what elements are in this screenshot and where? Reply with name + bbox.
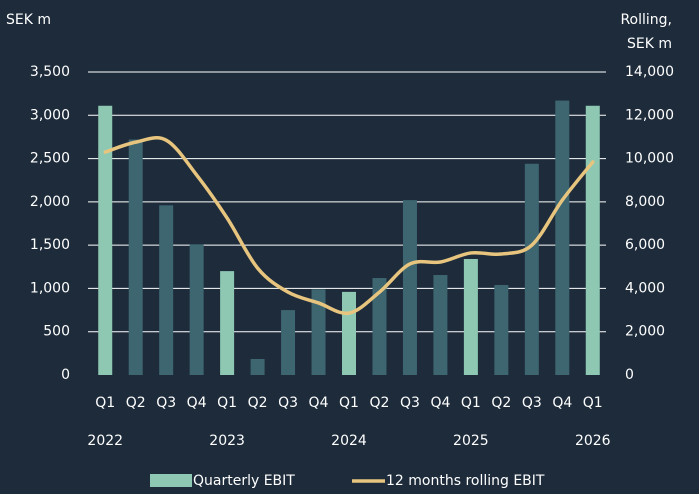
year-label: 2023 bbox=[209, 433, 245, 449]
x-tick-label: Q2 bbox=[491, 395, 511, 411]
legend-label: Quarterly EBIT bbox=[193, 473, 295, 489]
x-tick-label: Q4 bbox=[430, 395, 450, 411]
x-tick-label: Q3 bbox=[400, 395, 420, 411]
x-tick-label: Q1 bbox=[339, 395, 359, 411]
bar bbox=[372, 278, 387, 375]
bar bbox=[402, 200, 417, 375]
y-tick-label: 2,500 bbox=[30, 151, 70, 167]
legend-label: 12 months rolling EBIT bbox=[386, 473, 545, 489]
x-tick-label: Q1 bbox=[95, 395, 115, 411]
bar bbox=[250, 358, 265, 375]
y-tick-label: 3,500 bbox=[30, 64, 70, 80]
x-tick-label: Q4 bbox=[552, 395, 572, 411]
x-tick-label: Q3 bbox=[156, 395, 176, 411]
bar bbox=[494, 284, 509, 375]
x-tick-label: Q1 bbox=[461, 395, 481, 411]
bar bbox=[463, 258, 478, 375]
y2-axis-label: Rolling, bbox=[620, 12, 672, 28]
bar bbox=[585, 105, 600, 376]
x-tick-label: Q2 bbox=[126, 395, 146, 411]
y2-tick-label: 10,000 bbox=[625, 151, 674, 167]
bar bbox=[159, 205, 174, 375]
y-tick-label: 3,000 bbox=[30, 107, 70, 123]
year-label: 2026 bbox=[575, 433, 611, 449]
y2-axis-label: SEK m bbox=[627, 36, 672, 52]
year-label: 2024 bbox=[331, 433, 367, 449]
bar bbox=[281, 310, 296, 375]
bar bbox=[220, 271, 235, 375]
y2-tick-label: 8,000 bbox=[625, 194, 665, 210]
x-tick-label: Q1 bbox=[217, 395, 237, 411]
x-tick-label: Q4 bbox=[187, 395, 207, 411]
x-tick-label: Q2 bbox=[248, 395, 268, 411]
x-tick-label: Q3 bbox=[278, 395, 298, 411]
bar bbox=[433, 275, 448, 375]
line bbox=[103, 136, 595, 316]
bar bbox=[98, 105, 113, 376]
year-label: 2025 bbox=[453, 433, 489, 449]
y2-tick-label: 12,000 bbox=[625, 107, 674, 123]
x-tick-label: Q2 bbox=[370, 395, 390, 411]
x-tick-label: Q4 bbox=[309, 395, 329, 411]
legend-swatch bbox=[150, 474, 192, 487]
y-tick-label: 1,500 bbox=[30, 237, 70, 253]
y-tick-label: 1,000 bbox=[30, 280, 70, 296]
bar bbox=[128, 139, 143, 375]
y-tick-label: 500 bbox=[43, 324, 70, 340]
bar bbox=[555, 100, 570, 375]
y2-tick-label: 14,000 bbox=[625, 64, 674, 80]
y-tick-label: 0 bbox=[61, 367, 70, 383]
year-label: 2022 bbox=[87, 433, 123, 449]
bar bbox=[524, 163, 539, 375]
bar bbox=[189, 244, 204, 375]
x-tick-label: Q1 bbox=[583, 395, 603, 411]
y-axis-label: SEK m bbox=[6, 12, 51, 28]
y2-tick-label: 6,000 bbox=[625, 237, 665, 253]
y2-tick-label: 0 bbox=[625, 367, 634, 383]
bar bbox=[342, 291, 356, 375]
y-tick-label: 2,000 bbox=[30, 194, 70, 210]
y2-tick-label: 4,000 bbox=[625, 280, 665, 296]
y2-tick-label: 2,000 bbox=[625, 324, 665, 340]
bar bbox=[311, 289, 326, 375]
x-tick-label: Q3 bbox=[522, 395, 542, 411]
